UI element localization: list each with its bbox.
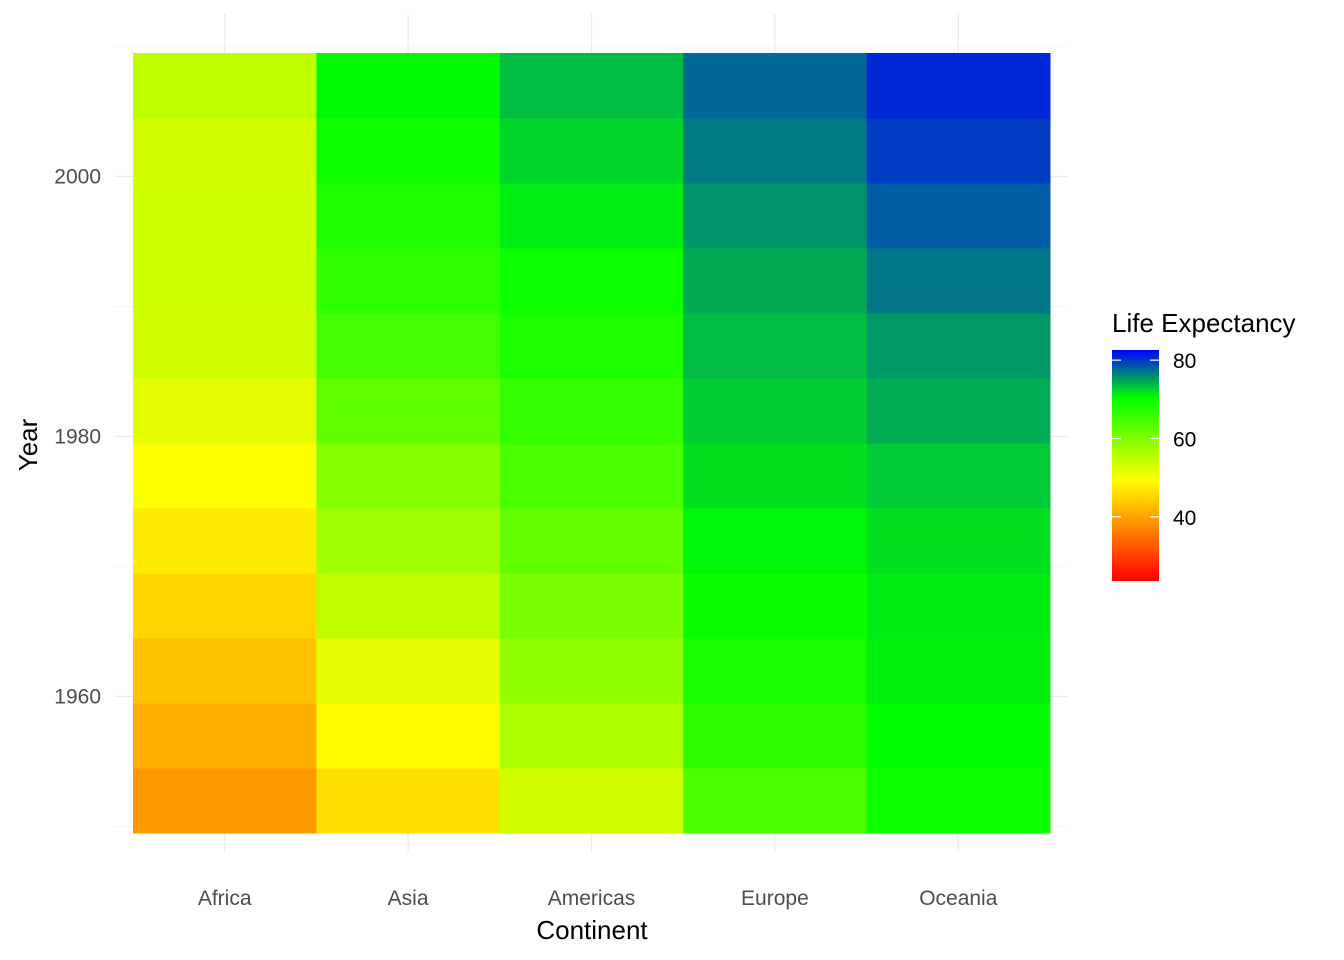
heatmap-cell <box>683 378 868 444</box>
heatmap-cell <box>133 183 317 249</box>
heatmap-cell <box>866 768 1051 834</box>
heatmap-cell <box>683 313 868 379</box>
heatmap-cell <box>316 703 501 769</box>
heatmap-cell <box>866 378 1051 444</box>
legend: Life Expectancy 40 60 80 <box>1112 308 1296 581</box>
heatmap-cell <box>866 573 1051 639</box>
heatmap-cell <box>133 638 317 704</box>
heatmap-cell <box>683 703 868 769</box>
legend-colorbar <box>1112 350 1159 581</box>
legend-tick-label: 80 <box>1173 350 1196 373</box>
heatmap-tiles <box>133 53 1051 834</box>
y-axis: 1960 1980 2000 <box>54 166 101 709</box>
heatmap-cell <box>499 703 684 769</box>
heatmap-cell <box>499 118 684 184</box>
heatmap-cell <box>683 638 868 704</box>
heatmap-cell <box>866 638 1051 704</box>
y-tick-label: 1980 <box>54 426 101 449</box>
y-tick-label: 1960 <box>54 686 101 709</box>
heatmap-cell <box>316 248 501 314</box>
heatmap-cell <box>866 53 1051 119</box>
heatmap-cell <box>499 443 684 509</box>
heatmap-cell <box>866 703 1051 769</box>
heatmap-cell <box>499 508 684 574</box>
x-tick-label: Asia <box>388 887 429 910</box>
legend-title: Life Expectancy <box>1112 308 1296 338</box>
heatmap-cell <box>866 248 1051 314</box>
heatmap-cell <box>316 768 501 834</box>
heatmap-cell <box>499 378 684 444</box>
heatmap-cell <box>133 508 317 574</box>
heatmap-cell <box>683 573 868 639</box>
x-tick-label: Oceania <box>919 887 998 910</box>
legend-tick-label: 60 <box>1173 428 1196 451</box>
heatmap-cell <box>316 443 501 509</box>
heatmap-cell <box>316 508 501 574</box>
heatmap-cell <box>316 573 501 639</box>
x-axis-title: Continent <box>536 915 648 945</box>
heatmap-cell <box>866 183 1051 249</box>
heatmap-cell <box>316 53 501 119</box>
heatmap-cell <box>683 768 868 834</box>
heatmap-cell <box>316 313 501 379</box>
heatmap-cell <box>683 508 868 574</box>
y-tick-label: 2000 <box>54 166 101 189</box>
heatmap-cell <box>316 183 501 249</box>
heatmap-cell <box>499 183 684 249</box>
legend-tick-label: 40 <box>1173 507 1196 530</box>
heatmap-cell <box>133 573 317 639</box>
heatmap-cell <box>499 53 684 119</box>
heatmap-cell <box>133 118 317 184</box>
heatmap-cell <box>133 768 317 834</box>
heatmap-cell <box>499 768 684 834</box>
y-axis-title: Year <box>13 418 43 471</box>
heatmap-cell <box>133 443 317 509</box>
heatmap-cell <box>499 313 684 379</box>
heatmap-cell <box>866 118 1051 184</box>
x-tick-label: Americas <box>548 887 636 910</box>
heatmap-cell <box>316 118 501 184</box>
heatmap-cell <box>499 248 684 314</box>
heatmap-cell <box>133 53 317 119</box>
heatmap-cell <box>866 313 1051 379</box>
heatmap-cell <box>683 183 868 249</box>
x-axis: Africa Asia Americas Europe Oceania <box>198 887 998 910</box>
heatmap-cell <box>316 378 501 444</box>
heatmap-cell <box>316 638 501 704</box>
x-tick-label: Africa <box>198 887 252 910</box>
heatmap-cell <box>683 53 868 119</box>
heatmap-cell <box>133 248 317 314</box>
heatmap-cell <box>866 443 1051 509</box>
x-tick-label: Europe <box>741 887 809 910</box>
heatmap-cell <box>683 248 868 314</box>
heatmap-cell <box>499 573 684 639</box>
heatmap-cell <box>683 443 868 509</box>
heatmap-cell <box>866 508 1051 574</box>
heatmap-cell <box>133 378 317 444</box>
heatmap-cell <box>133 313 317 379</box>
heatmap-cell <box>499 638 684 704</box>
heatmap-cell <box>133 703 317 769</box>
heatmap-cell <box>683 118 868 184</box>
